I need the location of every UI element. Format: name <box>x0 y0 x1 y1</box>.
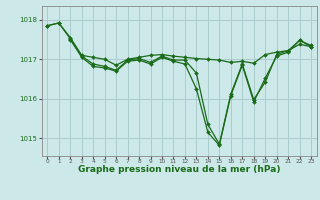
X-axis label: Graphe pression niveau de la mer (hPa): Graphe pression niveau de la mer (hPa) <box>78 165 280 174</box>
